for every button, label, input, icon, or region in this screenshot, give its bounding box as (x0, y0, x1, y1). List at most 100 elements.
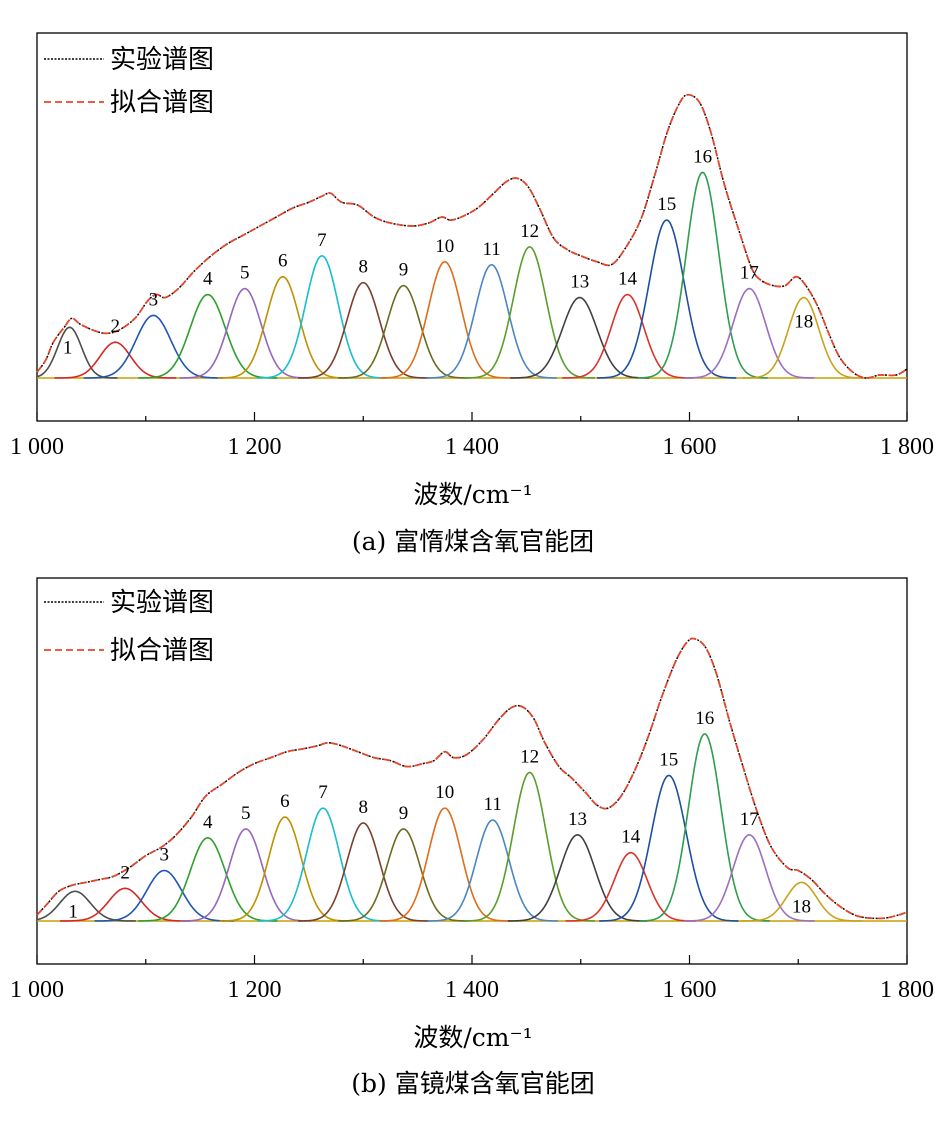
x-tick-label: 1 200 (228, 977, 282, 1003)
peak-label-3: 3 (149, 289, 159, 310)
x-ticks-a (36, 412, 908, 421)
peak-label-17: 17 (740, 809, 759, 830)
peak-label-17: 17 (740, 263, 759, 284)
fitted-spectrum-b (36, 637, 908, 920)
peak-label-14: 14 (618, 269, 638, 290)
peak-label-10: 10 (435, 236, 454, 257)
peak-curve-13 (510, 296, 650, 379)
x-tick-label: 1 800 (880, 434, 934, 460)
peak-curve-4 (138, 837, 278, 922)
peak-label-2: 2 (111, 316, 121, 337)
peak-label-1: 1 (63, 337, 73, 358)
peak-label-8: 8 (359, 797, 369, 818)
peak-curve-12 (464, 246, 595, 379)
peak-label-15: 15 (659, 750, 678, 771)
peak-label-5: 5 (240, 263, 250, 284)
x-tick-label: 1 400 (445, 977, 499, 1003)
x-tick-label: 1 200 (228, 434, 282, 460)
peak-label-11: 11 (482, 239, 500, 260)
legend-experimental-label-b: 实验谱图 (110, 588, 214, 618)
legend-b: 实验谱图 拟合谱图 (44, 588, 214, 666)
fitted-spectrum-a (36, 93, 908, 379)
x-ticks-b (36, 955, 908, 964)
peak-label-5: 5 (241, 803, 251, 824)
peak-label-10: 10 (435, 782, 454, 803)
peak-curve-3 (94, 869, 234, 922)
peak-label-7: 7 (317, 230, 327, 251)
peak-curve-7 (257, 807, 389, 922)
x-tick-label: 1 000 (10, 434, 64, 460)
peak-label-4: 4 (203, 269, 213, 290)
peak-curves-a (36, 171, 907, 379)
peak-label-2: 2 (120, 862, 130, 883)
peak-curve-15 (599, 774, 739, 922)
peak-label-11: 11 (484, 794, 502, 815)
caption-b: (b) 富镜煤含氧官能团 (351, 1069, 594, 1098)
peak-curve-14 (562, 293, 693, 379)
peak-curve-14 (565, 851, 697, 922)
x-tick-label: 1 000 (10, 977, 64, 1003)
caption-a: (a) 富惰煤含氧官能团 (352, 527, 594, 556)
x-tick-label: 1 600 (663, 977, 717, 1003)
peak-label-12: 12 (520, 747, 539, 768)
peak-label-18: 18 (794, 312, 813, 333)
peak-label-15: 15 (657, 194, 676, 215)
peak-label-7: 7 (318, 782, 328, 803)
x-tick-labels-a: 1 000 1 200 1 400 1 600 1 800 (10, 434, 934, 460)
peak-label-8: 8 (359, 257, 369, 278)
peak-label-12: 12 (520, 221, 539, 242)
peak-curve-16 (639, 733, 770, 922)
peak-curves-b (36, 733, 907, 922)
peak-curve-10 (379, 260, 511, 379)
experimental-spectrum-b (36, 637, 908, 920)
peak-curve-13 (507, 834, 648, 922)
x-tick-label: 1 400 (445, 434, 499, 460)
peak-label-6: 6 (278, 251, 288, 272)
peak-curve-5 (180, 828, 312, 922)
peak-label-18: 18 (792, 896, 811, 917)
peak-label-9: 9 (399, 260, 409, 281)
spectra-b (36, 637, 908, 920)
peak-label-13: 13 (570, 272, 589, 293)
peak-label-16: 16 (695, 708, 714, 729)
peak-label-6: 6 (280, 791, 290, 812)
x-tick-label: 1 800 (880, 977, 934, 1003)
legend-a: 实验谱图 拟合谱图 (44, 45, 214, 118)
peak-curve-17 (684, 287, 815, 379)
peak-curve-1 (36, 890, 136, 922)
peak-curve-11 (427, 819, 558, 922)
peak-label-13: 13 (568, 809, 587, 830)
peak-curve-2 (59, 887, 191, 922)
legend-fitted-label-a: 拟合谱图 (110, 88, 214, 118)
peak-curve-17 (684, 834, 815, 922)
peak-label-1: 1 (68, 901, 78, 922)
peak-label-4: 4 (203, 812, 213, 833)
legend-fitted-label-b: 拟合谱图 (110, 636, 214, 666)
spectra-a (36, 93, 908, 379)
peak-curve-7 (256, 254, 388, 379)
peak-curve-18 (740, 881, 863, 922)
peak-curve-18 (742, 296, 865, 379)
x-axis-title-a: 波数/cm⁻¹ (413, 480, 532, 509)
x-tick-label: 1 600 (663, 434, 717, 460)
peak-label-9: 9 (399, 803, 409, 824)
peak-curve-8 (297, 281, 429, 379)
x-axis-title-b: 波数/cm⁻¹ (413, 1023, 532, 1052)
peak-label-16: 16 (693, 146, 712, 167)
peak-curve-6 (217, 275, 349, 379)
legend-experimental-label-a: 实验谱图 (110, 45, 214, 75)
peak-label-14: 14 (621, 827, 641, 848)
peak-curve-5 (179, 287, 310, 379)
peak-curve-10 (379, 807, 511, 922)
peak-curve-12 (464, 771, 595, 922)
peak-curve-6 (219, 816, 351, 922)
peak-label-3: 3 (159, 845, 169, 866)
peak-curve-15 (597, 219, 737, 379)
peak-curve-8 (297, 822, 429, 922)
